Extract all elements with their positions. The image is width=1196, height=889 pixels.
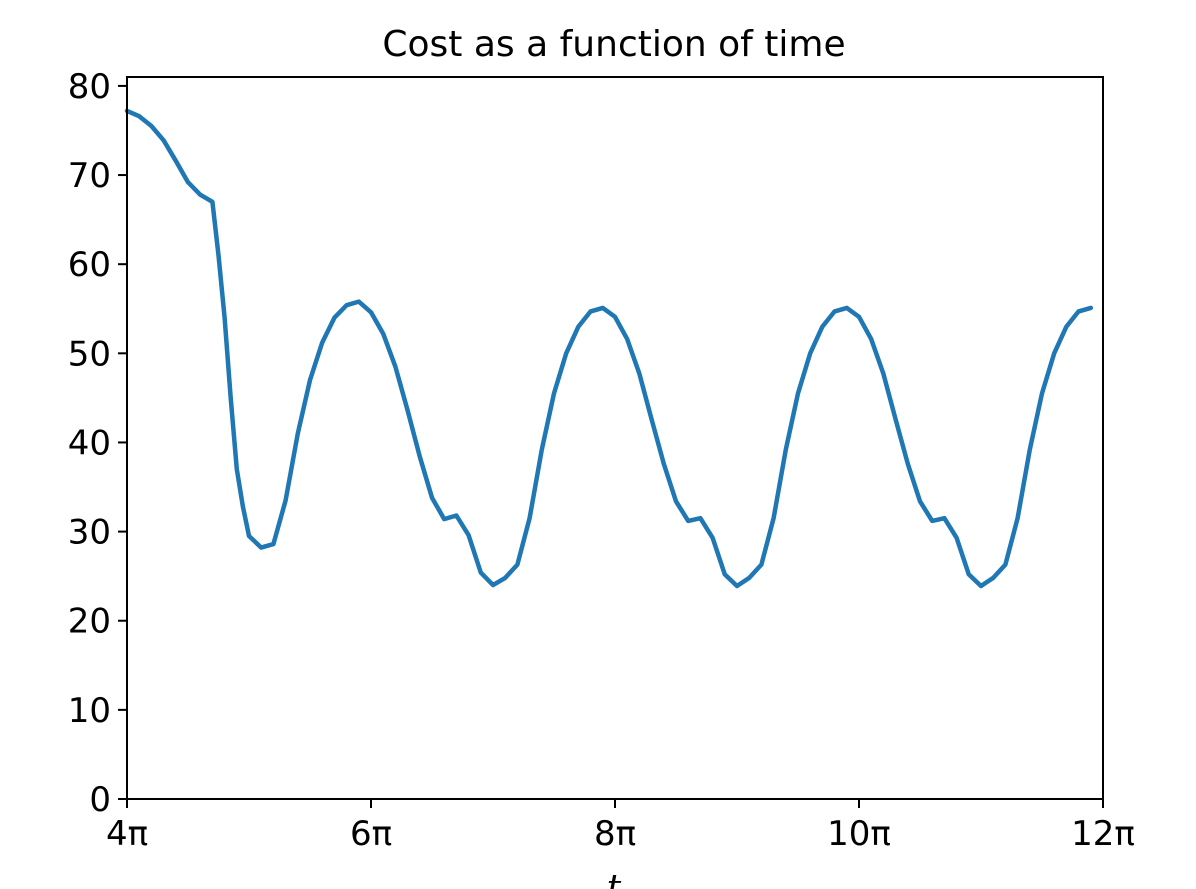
y-tick-label: 20 — [68, 602, 111, 642]
x-tick-label: 12π — [1071, 814, 1135, 854]
chart-title: Cost as a function of time — [382, 24, 845, 65]
x-tick-label: 6π — [350, 814, 392, 854]
y-tick-label: 60 — [68, 245, 111, 285]
y-tick-label: 0 — [89, 780, 111, 820]
x-axis-ticks: 4π 6π 8π 10π 12π — [106, 799, 1135, 854]
y-tick-label: 30 — [68, 513, 111, 553]
y-tick-label: 80 — [68, 67, 111, 107]
plot-area-frame — [126, 76, 1104, 800]
x-tick-label: 4π — [106, 814, 148, 854]
y-axis-ticks: 0 10 20 30 40 50 60 70 80 — [68, 67, 127, 820]
y-tick-label: 50 — [68, 334, 111, 374]
cost-series-line — [124, 108, 1094, 589]
x-axis-label: t — [607, 868, 622, 889]
x-tick-label: 10π — [827, 814, 891, 854]
y-tick-label: 10 — [68, 691, 111, 731]
y-tick-label: 40 — [68, 423, 111, 463]
y-tick-label: 70 — [68, 156, 111, 196]
x-tick-label: 8π — [594, 814, 636, 854]
